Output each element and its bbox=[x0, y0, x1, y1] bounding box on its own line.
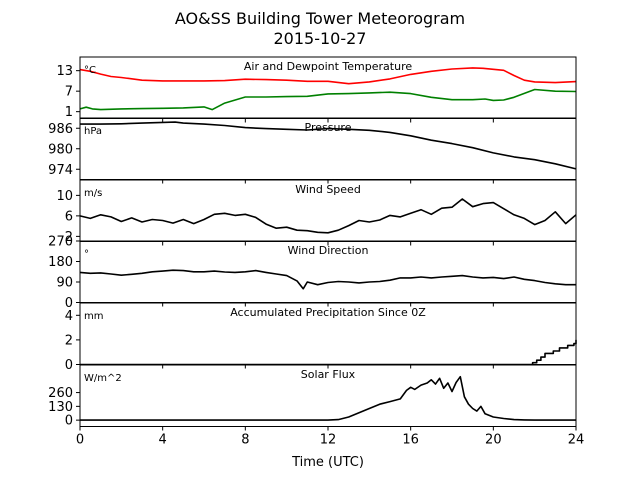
figure-subtitle: 2015-10-27 bbox=[274, 29, 367, 48]
series-line-1 bbox=[80, 375, 576, 421]
panel-title: Solar Flux bbox=[301, 368, 356, 381]
x-tick-label: 8 bbox=[241, 433, 249, 448]
panel-unit-label: m/s bbox=[84, 188, 102, 199]
panel-unit-label: W/m^2 bbox=[84, 373, 122, 384]
panel-title: Pressure bbox=[305, 121, 352, 134]
panel-title: Air and Dewpoint Temperature bbox=[244, 60, 412, 73]
series-line-2 bbox=[79, 88, 577, 111]
panel-unit-label: ° bbox=[84, 249, 89, 260]
y-tick-label: 270 bbox=[48, 235, 73, 250]
y-tick-label: 4 bbox=[65, 309, 73, 324]
y-tick-label: 986 bbox=[48, 122, 73, 137]
series-line-1 bbox=[80, 339, 577, 366]
panel-3: 2 6 10 Wind Speed m/s bbox=[56, 179, 577, 246]
y-tick-label: 180 bbox=[48, 255, 73, 270]
series-line-1 bbox=[79, 269, 576, 290]
y-tick-label: 980 bbox=[48, 142, 73, 157]
y-tick-label: 0 bbox=[65, 414, 73, 429]
y-tick-label: 6 bbox=[65, 209, 73, 224]
y-tick-label: 2 bbox=[65, 230, 73, 245]
y-tick-label: 13 bbox=[56, 64, 73, 79]
x-tick-label: 12 bbox=[320, 433, 337, 448]
x-tick-label: 16 bbox=[402, 433, 419, 448]
x-axis-label: Time (UTC) bbox=[291, 455, 364, 470]
x-tick-label: 0 bbox=[76, 433, 84, 448]
y-tick-label: 974 bbox=[48, 163, 73, 178]
x-tick-label: 4 bbox=[159, 433, 167, 448]
panel-title: Accumulated Precipitation Since 0Z bbox=[230, 306, 426, 319]
panel-title: Wind Direction bbox=[288, 244, 369, 257]
panel-unit-label: °C bbox=[84, 65, 96, 76]
y-tick-label: 260 bbox=[48, 386, 73, 401]
panel-5: 0 2 4 Accumulated Precipitation Since 0Z mm bbox=[65, 302, 577, 373]
y-tick-label: 0 bbox=[65, 296, 73, 311]
y-tick-label: 90 bbox=[56, 276, 73, 291]
series-line-1 bbox=[79, 198, 577, 234]
x-axis: 0 4 8 12 16 20 24 bbox=[76, 426, 585, 448]
y-tick-label: 1 bbox=[65, 105, 73, 120]
y-tick-label: 130 bbox=[48, 400, 73, 415]
panel-1: 1 7 13 Air and Dewpoint Temperature °C bbox=[56, 56, 577, 123]
panel-4: 0 90 180 270 Wind Direction ° bbox=[48, 235, 577, 311]
panel-unit-label: hPa bbox=[84, 126, 102, 137]
figure-title: AO&SS Building Tower Meteorogram bbox=[175, 9, 465, 28]
panel-2: 974 980 986 Pressure hPa bbox=[48, 117, 577, 184]
panel-unit-label: mm bbox=[84, 311, 103, 322]
y-tick-label: 7 bbox=[65, 85, 73, 100]
x-tick-label: 24 bbox=[568, 433, 585, 448]
panels: 1 7 13 Air and Dewpoint Temperature °C 974 980… bbox=[48, 56, 577, 429]
series-line-1 bbox=[79, 67, 577, 85]
series-line-1 bbox=[80, 121, 577, 170]
x-tick-label: 20 bbox=[485, 433, 502, 448]
y-tick-label: 0 bbox=[65, 358, 73, 373]
y-tick-label: 10 bbox=[56, 189, 73, 204]
panel-title: Wind Speed bbox=[295, 183, 361, 196]
y-tick-label: 2 bbox=[65, 333, 73, 348]
